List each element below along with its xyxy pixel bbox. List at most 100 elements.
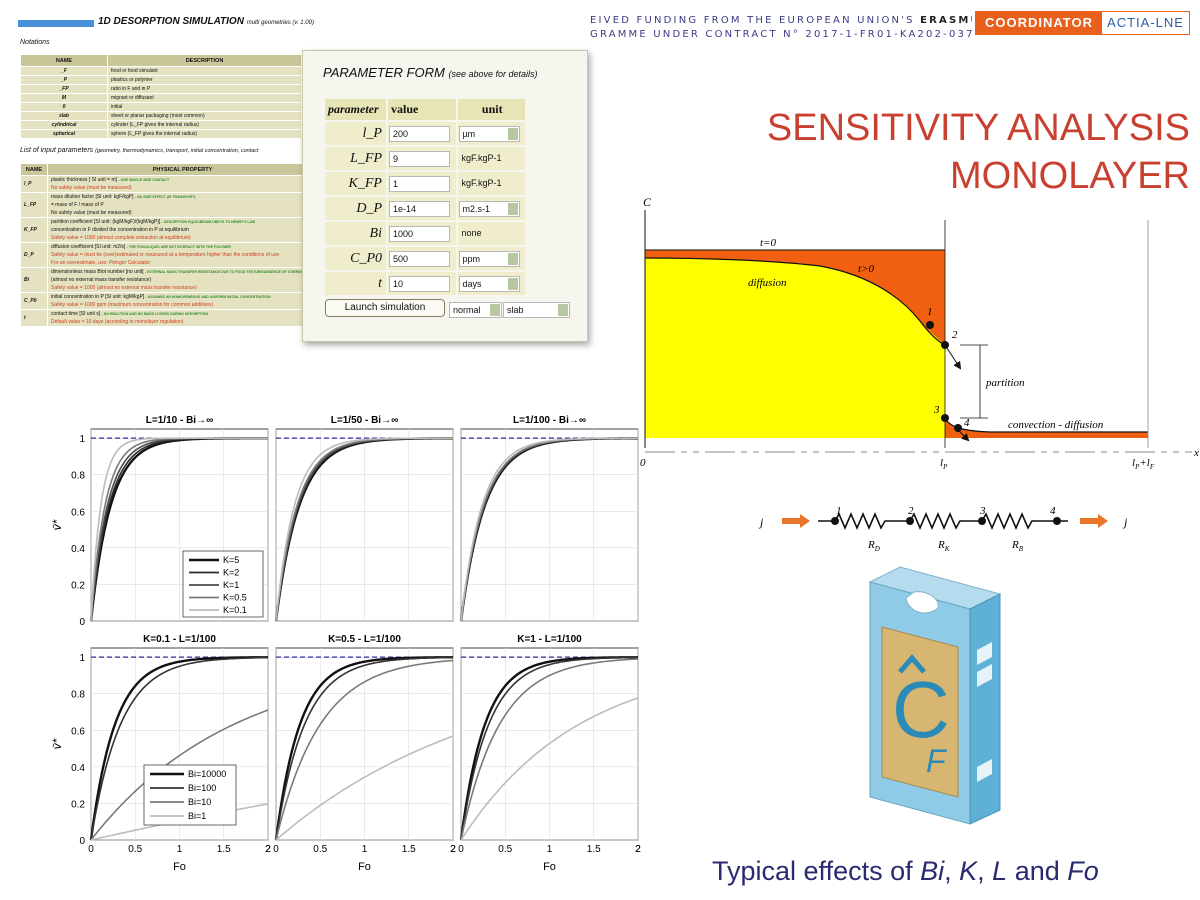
- notation-name: spherical: [20, 129, 108, 139]
- diffusion-label: diffusion: [748, 277, 787, 289]
- param-description: mass dilution factor [SI unit: kgF/kgP] …: [47, 192, 318, 218]
- unit-select[interactable]: days: [458, 275, 520, 292]
- unit-select-value: days: [462, 278, 482, 289]
- mode-select[interactable]: normal: [449, 302, 502, 318]
- param-value-input[interactable]: 500: [389, 250, 450, 267]
- param-name: L_FP: [20, 192, 48, 218]
- chart-panel: L=1/50 - Bi→∞: [274, 415, 454, 622]
- origin-label: 0: [640, 457, 646, 469]
- x-tick-label: 2: [265, 844, 271, 855]
- unit-text: kgF.kgP-1: [461, 153, 502, 163]
- chart-panel: L=1/10 - Bi→∞ 0 0.2 0.4 0.6 0.8 1 v̄* K=5 K=2 K=1 K…: [50, 415, 269, 628]
- legend-label: K=2: [223, 568, 239, 578]
- param-name: Bi: [20, 267, 48, 293]
- param-description: contact time [SI unit s] - NO REACTION A…: [47, 309, 318, 327]
- notations-label: Notations: [20, 39, 50, 46]
- chevron-down-icon: [507, 202, 518, 215]
- param-value-input[interactable]: 1: [389, 175, 450, 192]
- launch-simulation-button[interactable]: Launch simulation: [325, 299, 445, 317]
- rb-label: RB: [1011, 539, 1024, 553]
- notation-row: _FP ratio in F and in P: [20, 84, 302, 94]
- param-value-input[interactable]: 10: [389, 275, 450, 292]
- param-form-unit-cell: ppm: [457, 247, 525, 270]
- notation-name: 0: [20, 102, 108, 112]
- parameter-form: PARAMETER FORM (see above for details) p…: [302, 50, 588, 342]
- unit-select-value: ppm: [462, 253, 481, 264]
- notations-table: NAME DESCRIPTION _F food or food simulant…: [20, 54, 302, 139]
- y-tick-label: 0.6: [71, 507, 85, 518]
- coordinator-label: COORDINATOR: [976, 12, 1102, 34]
- notation-description: cylinder (L_FP gives the internal radius…: [107, 120, 302, 130]
- y-axis-label: v̄*: [50, 519, 64, 530]
- spreadsheet-title: 1D DESORPTION SIMULATION multi geometrie…: [98, 16, 314, 27]
- x-tick-label: 0.5: [498, 844, 512, 855]
- param-row: l_P plastic thickness [ SI unit = m] - ON…: [20, 175, 318, 193]
- x-tick-label: 2: [635, 844, 641, 855]
- convection-label: convection - diffusion: [1008, 419, 1104, 431]
- y-tick-label: 0.4: [71, 763, 85, 774]
- x-tick-label: 1.5: [217, 844, 231, 855]
- notation-row: spherical sphere (L_FP gives the internal…: [20, 129, 302, 139]
- col-unit: unit: [457, 99, 525, 120]
- logo-f-letter: F: [926, 743, 948, 779]
- point-3-label: 3: [933, 404, 940, 416]
- param-form-name: l_P: [325, 122, 386, 145]
- param-form-unit-cell: kgF.kgP-1: [457, 172, 525, 195]
- series-line: [90, 437, 268, 622]
- unit-select-value: m2.s-1: [462, 203, 491, 214]
- param-value-input[interactable]: 9: [389, 150, 450, 167]
- food-region: [945, 418, 1148, 438]
- point-4: [954, 424, 962, 432]
- x-tick-label: 1.5: [587, 844, 601, 855]
- notation-row: 0 initial: [20, 102, 302, 112]
- unit-select-value: µm: [462, 128, 476, 139]
- point-2: [941, 341, 949, 349]
- param-form-row: l_P 200 µm: [325, 122, 525, 145]
- spreadsheet-title-bar: [18, 20, 94, 27]
- x-tick-label: 2: [450, 844, 456, 855]
- chart-title: K=0.1 - L=1/100: [143, 634, 216, 645]
- y-tick-label: 0.6: [71, 726, 85, 737]
- notation-row: slab sheet or planar packaging (most comm…: [20, 111, 302, 121]
- flux-arrow-1: [944, 344, 962, 370]
- legend-box: [182, 550, 264, 618]
- node-4-label: 4: [1050, 505, 1056, 517]
- y-tick-label: 1: [79, 653, 85, 664]
- notation-row: _P plastics or polymer: [20, 75, 302, 85]
- param-row: K_FP partition coefficient [SI unit: (kgM…: [20, 217, 318, 243]
- param-form-name: L_FP: [325, 147, 386, 170]
- chevron-down-icon: [507, 277, 518, 290]
- chart-title: L=1/50 - Bi→∞: [331, 415, 398, 426]
- param-row: C_P0 initial concentration in P [SI unit:…: [20, 292, 318, 310]
- notation-description: sphere (L_FP gives the internal radius): [107, 129, 302, 139]
- param-value-input[interactable]: 1e-14: [389, 200, 450, 217]
- y-tick-label: 1: [79, 434, 85, 445]
- y-tick-label: 0.2: [71, 799, 85, 810]
- flux-arrow-2: [957, 429, 970, 442]
- notation-description: initial: [107, 102, 302, 112]
- col-parameter: parameter: [325, 99, 386, 120]
- param-value-input[interactable]: 200: [389, 125, 450, 142]
- y-tick-label: 0.8: [71, 690, 85, 701]
- param-description: partition coefficient [SI unit: (kgM/kgF…: [47, 217, 318, 243]
- unit-select[interactable]: m2.s-1: [458, 200, 520, 217]
- param-form-value-cell: 10: [388, 272, 456, 295]
- param-value-input[interactable]: 1000: [389, 225, 450, 242]
- unit-select[interactable]: ppm: [458, 250, 520, 267]
- chevron-down-icon: [507, 252, 518, 265]
- legend-label: K=0.5: [223, 593, 247, 603]
- y-tick-label: 0.8: [71, 471, 85, 482]
- param-name: t: [20, 309, 48, 327]
- param-description: plastic thickness [ SI unit = m] - ONE S…: [47, 175, 318, 193]
- param-name: C_P0: [20, 292, 48, 310]
- geometry-select[interactable]: slab: [503, 302, 570, 318]
- chart-title: L=1/100 - Bi→∞: [513, 415, 586, 426]
- concentration-profile-diagram: C x t=0 t>0 diffusion partition convecti…: [632, 195, 1199, 471]
- box-slot: [905, 591, 939, 614]
- mode-select-value: normal: [453, 305, 481, 315]
- param-form-unit-cell: m2.s-1: [457, 197, 525, 220]
- x-tick-label: 2: [635, 844, 641, 855]
- param-name: K_FP: [20, 217, 48, 243]
- unit-select[interactable]: µm: [458, 125, 520, 142]
